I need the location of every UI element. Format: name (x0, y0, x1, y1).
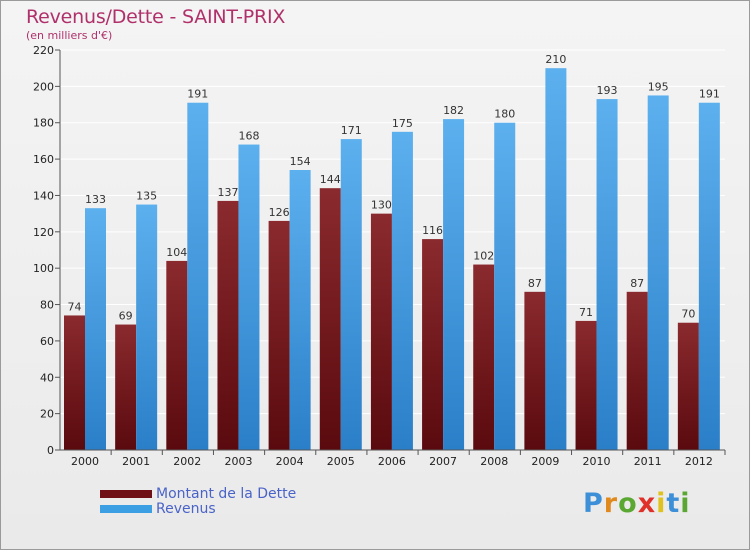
value-label: 116 (422, 224, 443, 237)
x-axis: 2000 2001 2002 2003 2004 2005 2006 2007 2008 2009… (60, 449, 726, 468)
value-label: 180 (494, 108, 515, 121)
bar-dette (473, 264, 495, 450)
value-label: 102 (473, 250, 494, 263)
value-label: 191 (187, 88, 208, 101)
bar-dette (217, 200, 239, 450)
bar-dette (370, 213, 392, 450)
bar-dette (626, 291, 648, 450)
value-label: 154 (290, 155, 311, 168)
bar-revenus (391, 131, 413, 450)
value-label: 71 (579, 306, 593, 319)
x-tick-label: 2001 (122, 455, 150, 468)
x-tick-label: 2006 (378, 455, 406, 468)
y-tick-label: 220 (33, 44, 54, 57)
x-tick-label: 2011 (634, 455, 662, 468)
bar-dette (422, 239, 444, 450)
bars: 74 133 69 135 104 191 137 168 126 154 144 171 130 175… (64, 53, 720, 451)
legend-swatch-revenus (100, 505, 152, 513)
value-label: 133 (85, 193, 106, 206)
value-label: 168 (238, 130, 259, 143)
value-label: 182 (443, 104, 464, 117)
bar-dette (575, 320, 597, 450)
legend-item-revenus: Revenus (100, 501, 216, 517)
x-tick-label: 2010 (583, 455, 611, 468)
value-label: 144 (320, 173, 341, 186)
bar-dette (166, 260, 188, 450)
legend-swatch-dette (100, 490, 152, 498)
x-tick-label: 2007 (429, 455, 457, 468)
value-label: 130 (371, 199, 392, 212)
bar-revenus (443, 119, 465, 450)
y-tick-label: 160 (33, 153, 54, 166)
bar-revenus (289, 170, 311, 450)
y-tick-label: 200 (33, 80, 54, 93)
bar-revenus (136, 204, 158, 450)
value-label: 126 (269, 206, 290, 219)
value-label: 195 (648, 80, 669, 93)
chart-subtitle: (en milliers d'€) (26, 29, 113, 42)
value-label: 191 (699, 88, 720, 101)
bar-revenus (647, 95, 669, 451)
value-label: 104 (166, 246, 187, 259)
chart-title: Revenus/Dette - SAINT-PRIX (26, 6, 286, 28)
x-tick-label: 2008 (480, 455, 508, 468)
bar-revenus (187, 102, 209, 451)
value-label: 74 (68, 300, 82, 313)
y-tick-label: 100 (33, 262, 54, 275)
bar-revenus (85, 208, 106, 450)
x-tick-label: 2009 (531, 455, 559, 468)
bar-dette (319, 188, 341, 450)
value-label: 175 (392, 117, 413, 130)
value-label: 69 (119, 310, 133, 323)
value-label: 135 (136, 190, 157, 203)
x-tick-label: 2003 (224, 455, 252, 468)
bar-dette (268, 220, 290, 450)
x-tick-label: 2004 (276, 455, 304, 468)
y-axis: 0 20 40 60 80 100 120 140 160 180 200 220 (33, 44, 61, 457)
x-tick-label: 2005 (327, 455, 355, 468)
legend-item-dette: Montant de la Dette (100, 486, 296, 502)
y-tick-label: 140 (33, 189, 54, 202)
value-label: 87 (528, 277, 542, 290)
x-tick-label: 2012 (685, 455, 713, 468)
bar-revenus (494, 122, 516, 451)
x-tick-label: 2002 (173, 455, 201, 468)
bar-revenus (238, 144, 260, 450)
value-label: 210 (545, 53, 566, 66)
y-tick-label: 20 (40, 408, 54, 421)
y-tick-label: 0 (47, 444, 54, 457)
bar-dette (64, 315, 85, 450)
value-label: 70 (681, 308, 695, 321)
y-tick-label: 80 (40, 299, 54, 312)
value-label: 87 (630, 277, 644, 290)
bar-revenus (596, 99, 618, 450)
value-label: 137 (217, 186, 238, 199)
bar-dette (115, 324, 137, 450)
legend-label-revenus: Revenus (156, 501, 216, 517)
y-tick-label: 120 (33, 226, 54, 239)
y-tick-label: 60 (40, 335, 54, 348)
bar-revenus (545, 68, 567, 450)
proxiti-logo: Proxiti (583, 488, 691, 519)
legend-label-dette: Montant de la Dette (156, 486, 297, 502)
bar-revenus (698, 102, 720, 451)
y-tick-label: 180 (33, 117, 54, 130)
bar-revenus (340, 139, 362, 450)
y-tick-label: 40 (40, 371, 54, 384)
x-tick-label: 2000 (71, 455, 99, 468)
bar-dette (524, 291, 546, 450)
value-label: 193 (597, 84, 618, 97)
value-label: 171 (341, 124, 362, 137)
bar-dette (677, 322, 699, 450)
